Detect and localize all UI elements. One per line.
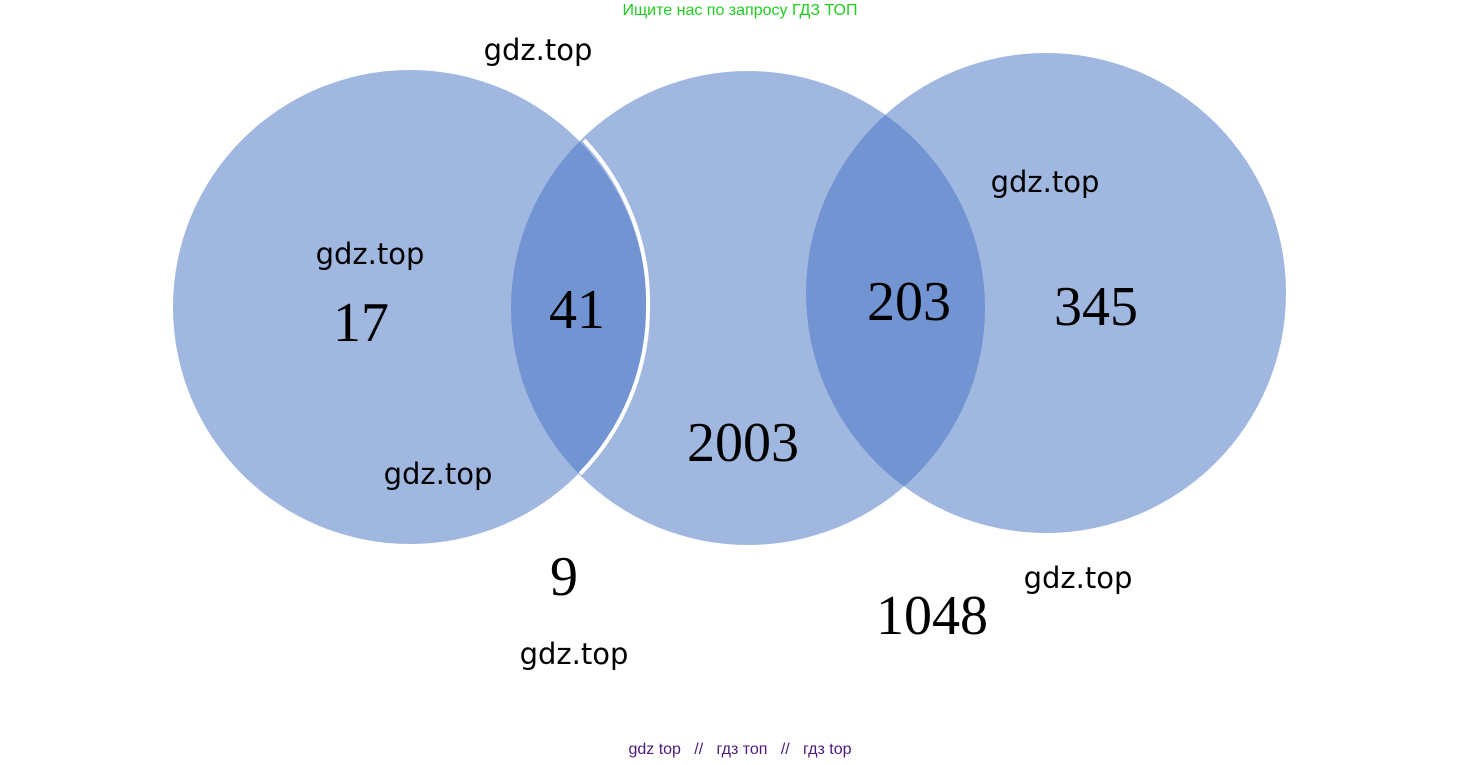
watermark-right-lower: gdz.top [1024, 561, 1133, 595]
watermark-right-upper: gdz.top [991, 165, 1100, 199]
footer-link-gdz-top[interactable]: gdz top [628, 741, 681, 758]
watermark-top: gdz.top [484, 33, 593, 67]
footer-spacer [772, 741, 781, 758]
header-banner: Ищите нас по запросу ГДЗ ТОП [622, 2, 858, 19]
footer-links: gdz top // гдз топ // гдз top [0, 740, 1480, 760]
region-left-middle: 41 [549, 279, 605, 341]
footer-separator [685, 741, 694, 758]
venn-separator-arc [578, 138, 651, 476]
region-middle-right: 203 [867, 271, 951, 333]
watermark-left-lower: gdz.top [384, 457, 493, 491]
footer-link-gdz-top-ru[interactable]: гдз топ [716, 741, 768, 758]
region-left-only: 17 [333, 292, 389, 354]
venn-circle-left [173, 70, 647, 544]
footer-spacer [790, 741, 799, 758]
footer-separator-1: // [694, 741, 704, 758]
venn-overlap-middle-right [806, 71, 985, 533]
region-right-only: 345 [1054, 276, 1138, 338]
footer-link-gdz-top-mixed[interactable]: гдз top [803, 741, 852, 758]
region-outside-left-middle: 9 [550, 546, 578, 608]
footer-separator-2: // [780, 741, 790, 758]
watermark-left-upper: gdz.top [316, 237, 425, 271]
region-middle-only: 2003 [687, 412, 799, 474]
region-outside-right: 1048 [876, 585, 988, 647]
footer-spacer [703, 741, 712, 758]
watermark-bottom: gdz.top [520, 637, 629, 671]
